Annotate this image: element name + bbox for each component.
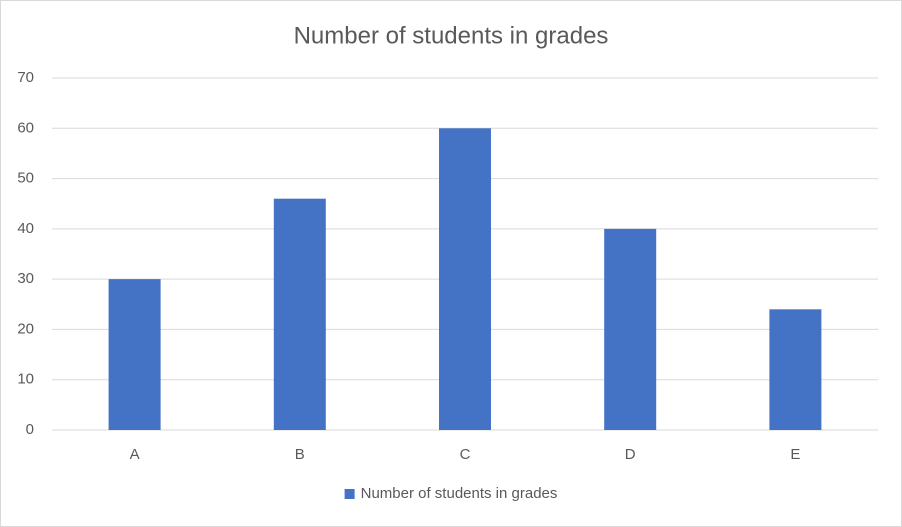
chart-title: Number of students in grades	[294, 22, 609, 49]
y-tick-label: 60	[17, 119, 34, 136]
x-tick-label: E	[790, 446, 800, 463]
bar	[108, 279, 161, 430]
y-tick-label: 40	[17, 220, 34, 237]
bar	[439, 128, 491, 431]
y-tick-label: 50	[17, 170, 34, 187]
y-tick-label: 20	[17, 320, 34, 337]
y-tick-label: 30	[17, 270, 34, 287]
y-tick-label: 0	[26, 421, 34, 438]
bar	[604, 228, 657, 430]
x-tick-label: A	[130, 446, 140, 463]
x-tick-label: D	[625, 446, 636, 463]
x-tick-label: C	[460, 446, 471, 463]
y-tick-label: 70	[17, 69, 34, 86]
y-tick-label: 10	[17, 371, 34, 388]
x-tick-label: B	[295, 446, 305, 463]
legend-swatch	[344, 489, 355, 499]
bar	[769, 309, 822, 430]
legend-label: Number of students in grades	[361, 485, 558, 502]
bar	[273, 198, 326, 430]
